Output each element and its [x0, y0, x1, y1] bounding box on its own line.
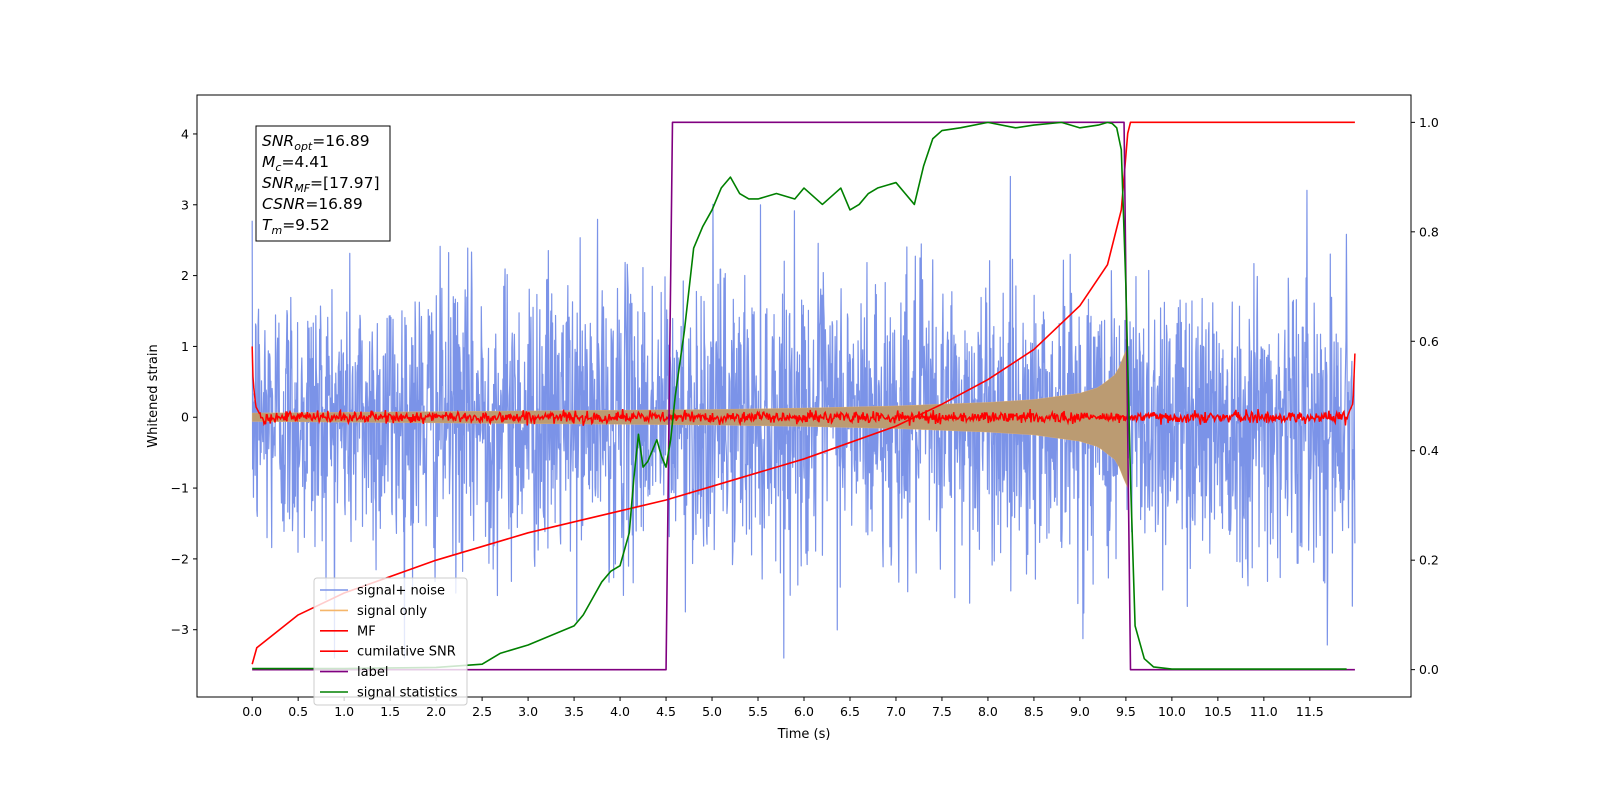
y-tick-label: 4 — [181, 126, 189, 141]
annotation-subscript: c — [275, 161, 281, 174]
y-tick-label: 3 — [181, 197, 189, 212]
x-tick-label: 2.0 — [426, 704, 446, 719]
y-tick-label: −3 — [171, 622, 189, 637]
series-signal-statistics — [252, 121, 1347, 670]
legend-label: signal only — [357, 604, 427, 619]
x-axis-label: Time (s) — [777, 727, 831, 742]
x-tick-label: 1.5 — [380, 704, 400, 719]
y-axis-left: −3 −2 −1 0 1 2 3 4 — [171, 126, 197, 637]
annotation-line: Mc=4.41 — [262, 153, 329, 174]
x-tick-label: 6.5 — [840, 704, 860, 719]
y-tick-label: −2 — [171, 551, 189, 566]
x-tick-label: 1.0 — [334, 704, 354, 719]
y2-tick-label: 0.2 — [1419, 553, 1439, 568]
x-tick-label: 2.5 — [472, 704, 492, 719]
annotation-symbol: M — [262, 153, 275, 171]
x-tick-label: 3.5 — [564, 704, 584, 719]
x-tick-label: 0.5 — [288, 704, 308, 719]
annotation-line: SNRopt=16.89 — [262, 132, 370, 153]
annotation-value: =9.52 — [282, 216, 330, 234]
series-label — [252, 121, 1355, 671]
annotation-value: =[17.97] — [310, 174, 379, 192]
x-tick-label: 4.0 — [610, 704, 630, 719]
series-mf — [251, 346, 1356, 427]
legend-label: label — [357, 665, 388, 680]
x-tick-label: 6.0 — [794, 704, 814, 719]
x-axis: 0.0 0.5 1.0 1.5 2.0 2.5 3.0 3.5 4.0 4.5 5.0 5.5 6.0 6… — [242, 697, 1324, 719]
x-tick-label: 9.5 — [1116, 704, 1136, 719]
x-tick-label: 10.0 — [1158, 704, 1186, 719]
annotation-value: =16.89 — [312, 132, 369, 150]
annotation-symbol: T — [262, 216, 273, 234]
annotation-line: SNRMF=[17.97] — [262, 174, 380, 195]
annotation-symbol: CSNR — [262, 195, 305, 213]
legend-frame — [313, 577, 468, 706]
annotation-value: =4.41 — [281, 153, 329, 171]
y2-tick-label: 0.4 — [1419, 443, 1439, 458]
y2-tick-label: 0.8 — [1419, 224, 1439, 239]
x-tick-label: 8.0 — [978, 704, 998, 719]
x-tick-label: 10.5 — [1204, 704, 1232, 719]
y2-tick-label: 0.0 — [1419, 662, 1439, 677]
annotation-value: =16.89 — [305, 195, 362, 213]
x-tick-label: 0.0 — [242, 704, 262, 719]
annotation-symbol: SNR — [262, 174, 294, 192]
x-tick-label: 8.5 — [1024, 704, 1044, 719]
x-tick-label: 11.5 — [1296, 704, 1324, 719]
y-tick-label: 1 — [181, 339, 189, 354]
annotation-line: CSNR=16.89 — [262, 195, 363, 213]
x-tick-label: 7.5 — [932, 704, 952, 719]
y-axis-label: Whitened strain — [146, 344, 161, 447]
x-tick-label: 3.0 — [518, 704, 538, 719]
plot-area — [251, 121, 1356, 671]
x-tick-label: 9.0 — [1070, 704, 1090, 719]
annotation-line: Tm=9.52 — [262, 216, 330, 237]
x-tick-label: 7.0 — [886, 704, 906, 719]
y-tick-label: −1 — [171, 481, 189, 496]
legend-label: signal statistics — [357, 686, 458, 701]
legend-label: signal+ noise — [357, 584, 445, 599]
y2-tick-label: 1.0 — [1419, 115, 1439, 130]
x-tick-label: 5.5 — [748, 704, 768, 719]
legend: signal+ noise signal only MF cumilative SNR… — [313, 577, 468, 706]
legend-label: MF — [357, 624, 376, 639]
annotation-subscript: opt — [294, 140, 313, 153]
x-tick-label: 5.0 — [702, 704, 722, 719]
annotation-subscript: m — [271, 224, 282, 237]
y-tick-label: 0 — [181, 410, 189, 425]
annotation-subscript: MF — [294, 182, 310, 195]
stats-annotation: SNRopt=16.89Mc=4.41SNRMF=[17.97]CSNR=16.… — [255, 125, 391, 242]
x-tick-label: 4.5 — [656, 704, 676, 719]
annotation-symbol: SNR — [262, 132, 294, 150]
y-axis-right: 0.0 0.2 0.4 0.6 0.8 1.0 — [1411, 115, 1439, 677]
x-tick-label: 11.0 — [1250, 704, 1278, 719]
legend-label: cumilative SNR — [357, 645, 456, 660]
y-tick-label: 2 — [181, 268, 189, 283]
annotation-frame — [255, 125, 391, 242]
y2-tick-label: 0.6 — [1419, 334, 1439, 349]
